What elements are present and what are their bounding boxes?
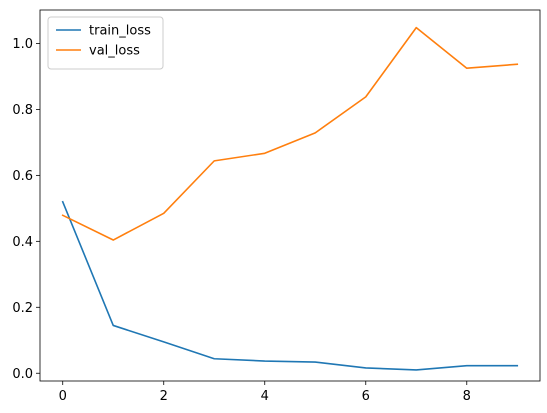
x-tick-label: 8 [463,389,471,404]
legend-label: train_loss [89,24,151,39]
x-tick-label: 2 [160,389,168,404]
x-axis: 0 2 4 6 8 [59,381,471,404]
series-line-val-loss [61,26,519,241]
x-tick-label: 6 [362,389,370,404]
y-tick-label: 0.2 [12,301,33,316]
x-tick-label: 4 [261,389,269,404]
x-tick-label: 0 [59,389,67,404]
legend-label: val_loss [89,44,140,59]
axes-frame [39,9,541,382]
legend: train_loss val_loss [47,16,164,70]
plot-area [39,9,541,382]
series-layer [61,26,519,371]
series-line-train-loss [61,200,519,371]
y-axis: 0.0 0.2 0.4 0.6 0.8 1.0 [12,37,40,382]
y-tick-label: 1.0 [12,37,33,52]
y-tick-label: 0.0 [12,367,33,382]
y-tick-label: 0.8 [12,103,33,118]
y-tick-label: 0.4 [12,235,33,250]
y-tick-label: 0.6 [12,169,33,184]
